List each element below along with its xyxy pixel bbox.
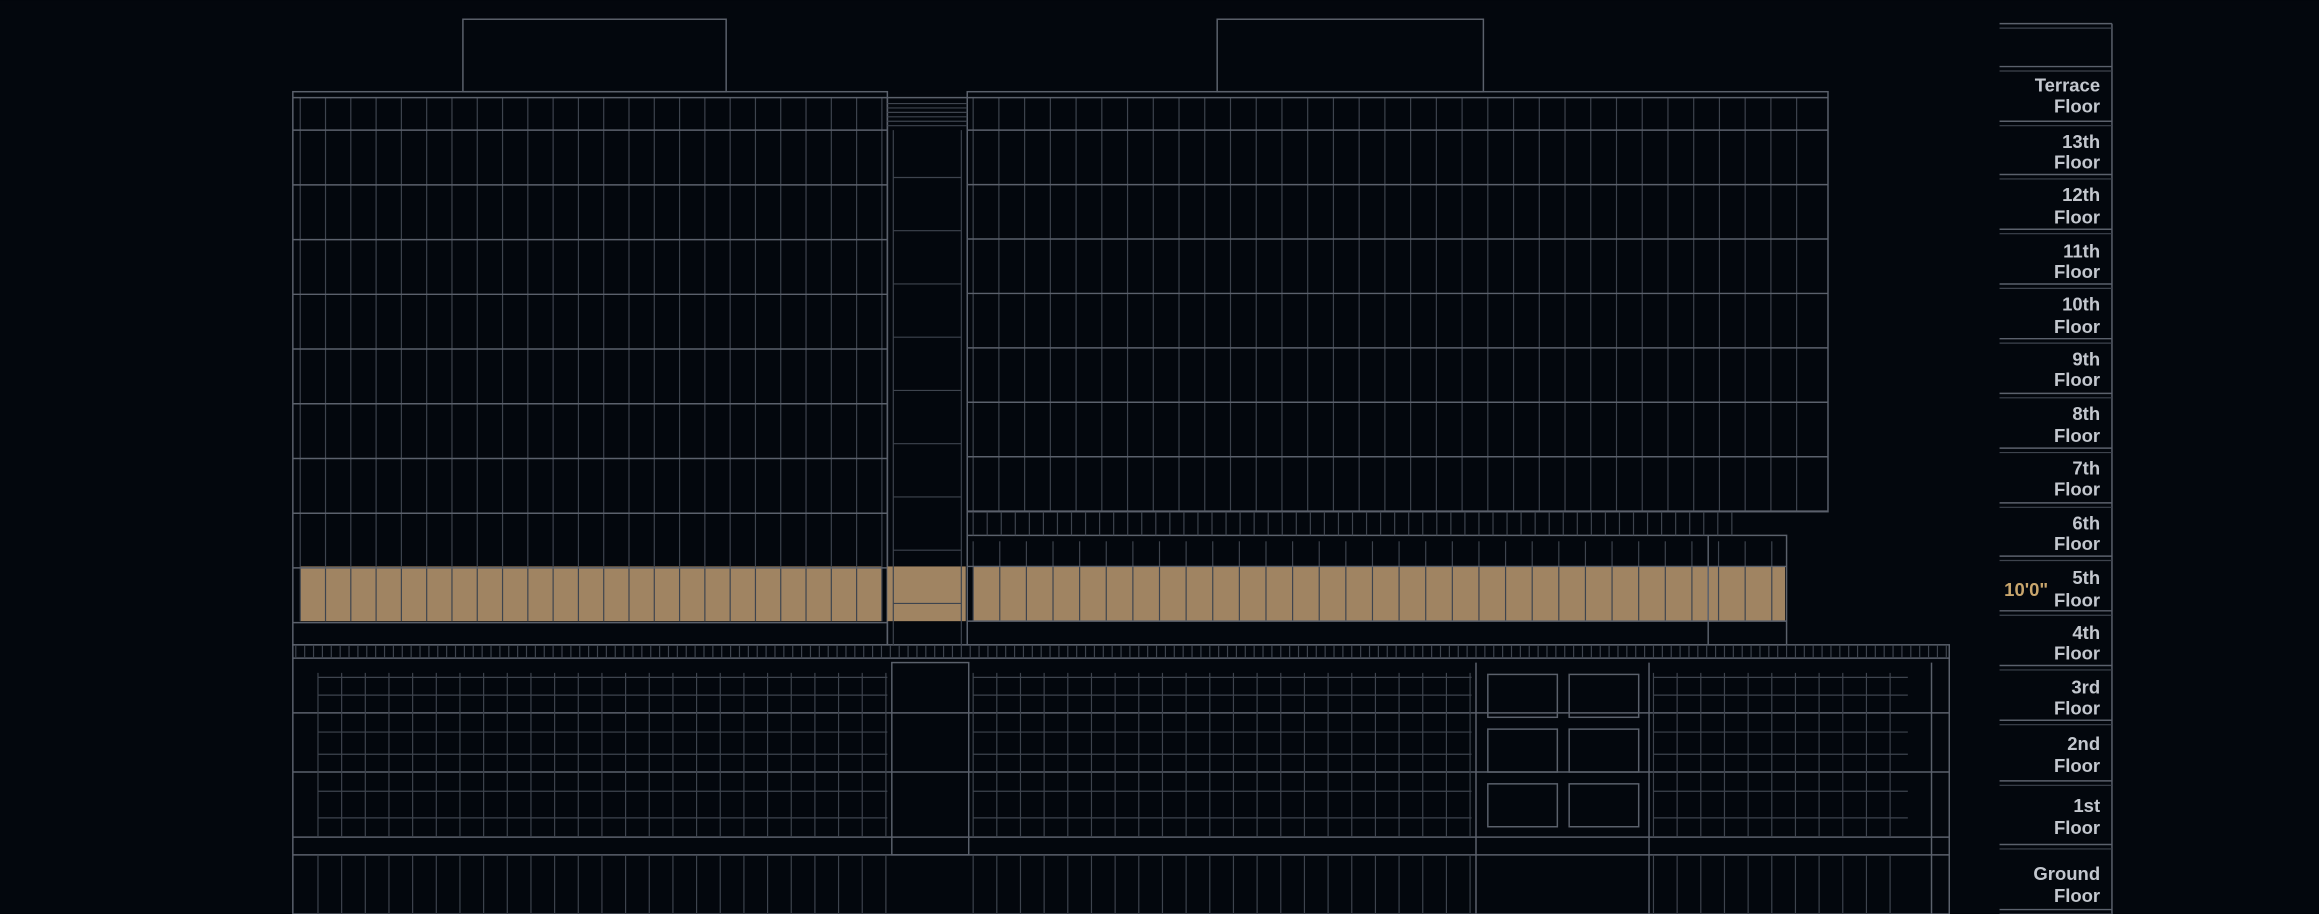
floor-label: Floor	[2054, 261, 2100, 282]
floor-label: 9th	[2072, 348, 2100, 369]
dimension-label: 10'0"	[2004, 579, 2048, 600]
window	[1487, 783, 1559, 828]
floor-label: 1st	[2073, 795, 2100, 816]
floor-label: Floor	[2054, 589, 2100, 610]
floor-label: Floor	[2054, 643, 2100, 664]
floor-label: 8th	[2072, 403, 2100, 424]
building	[292, 18, 2113, 914]
floor-label: Floor	[2054, 316, 2100, 337]
floor-label: Floor	[2054, 95, 2100, 116]
floor-label: Ground	[2033, 863, 2100, 884]
floor-label: Floor	[2054, 533, 2100, 554]
floor-label: 11th	[2063, 240, 2100, 261]
window	[1487, 673, 1559, 719]
window	[1487, 728, 1559, 773]
floor-label: 6th	[2072, 512, 2100, 533]
floor-label: Terrace	[2035, 75, 2100, 96]
floor-label: 7th	[2072, 458, 2100, 479]
window	[1568, 673, 1640, 719]
window	[1568, 728, 1640, 773]
floor-label: 4th	[2072, 622, 2100, 643]
floor-label: Floor	[2054, 755, 2100, 776]
highlight-band	[973, 566, 1786, 622]
floor-label: Floor	[2054, 206, 2100, 227]
floor-label: 2nd	[2067, 733, 2100, 754]
floor-label: Floor	[2054, 478, 2100, 499]
floor-label: 3rd	[2071, 677, 2100, 698]
window	[1568, 783, 1640, 828]
floor-label: 13th	[2062, 131, 2100, 152]
floor-label: Floor	[2054, 152, 2100, 173]
floor-label: Floor	[2054, 817, 2100, 838]
floor-label: 5th	[2072, 567, 2100, 588]
floor-label: 10th	[2062, 294, 2100, 315]
floor-label: Floor	[2054, 885, 2100, 906]
floor-label: Floor	[2054, 369, 2100, 390]
floor-label: Floor	[2054, 425, 2100, 446]
floor-label: 12th	[2062, 184, 2100, 205]
highlight-band	[300, 566, 882, 622]
floor-label: Floor	[2054, 697, 2100, 718]
highlight-band	[887, 566, 966, 622]
